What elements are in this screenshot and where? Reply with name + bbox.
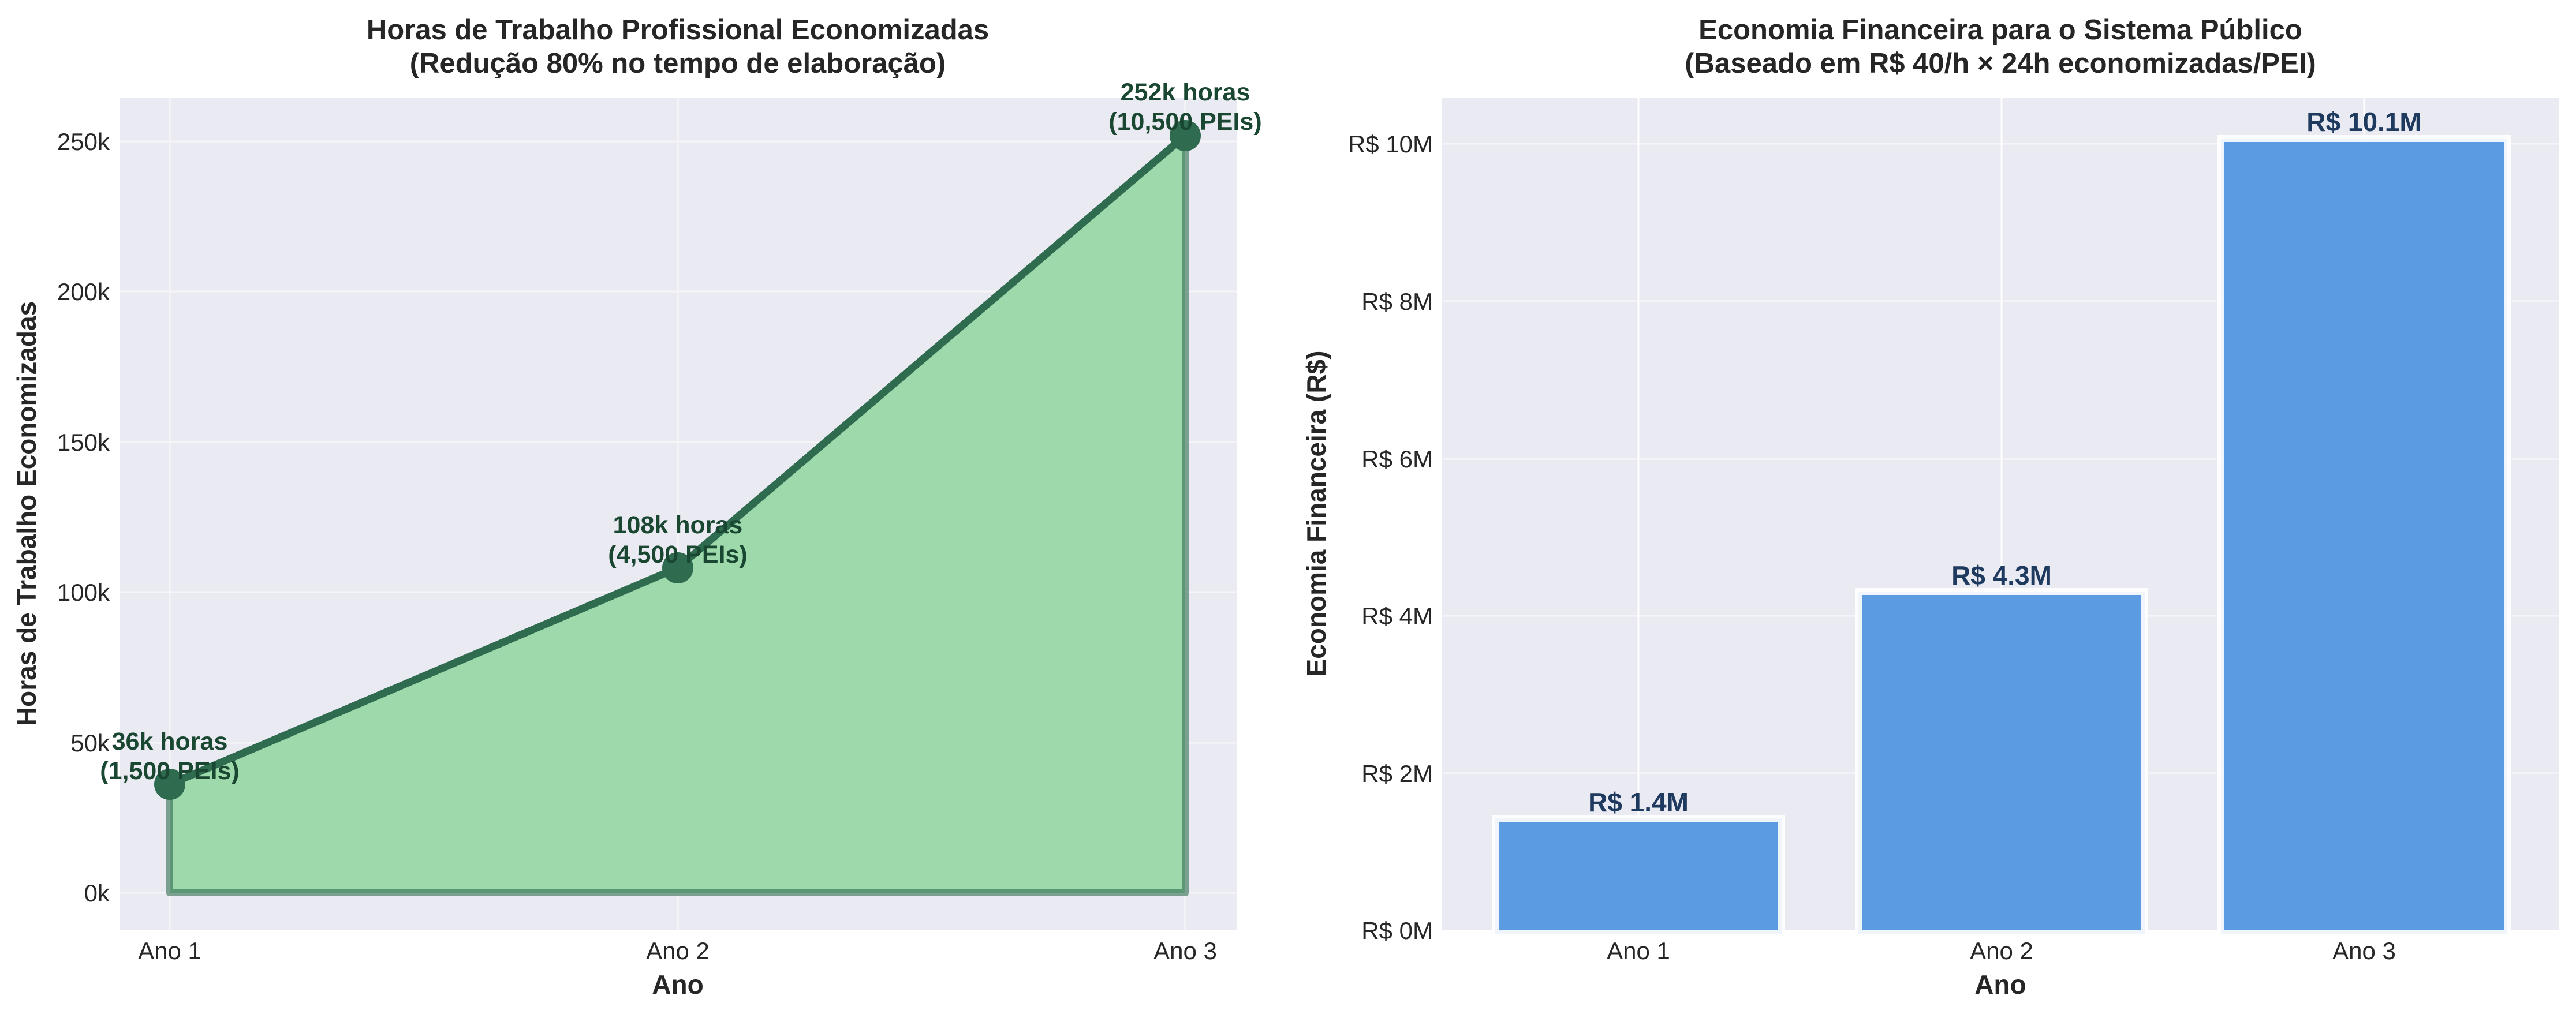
x-tick: Ano 3 [1153,937,1217,964]
y-tick: 50k [70,729,110,757]
right-x-axis-label: Ano [1974,970,2026,1000]
right-x-ticks: Ano 1 Ano 2 Ano 3 [1607,937,2396,964]
left-chart-title: Horas de Trabalho Profissional Economiza… [367,14,989,46]
y-tick: R$ 0M [1361,917,1433,944]
annotation-line2: (1,500 PEIs) [100,757,239,785]
y-tick: 200k [57,278,110,305]
y-tick: 100k [57,579,110,606]
y-tick: 250k [57,128,110,155]
left-y-axis-label: Horas de Trabalho Economizadas [12,301,42,726]
right-chart-subtitle: (Baseado em R$ 40/h × 24h economizadas/P… [1685,48,2316,79]
bar-value-label: R$ 1.4M [1588,787,1689,817]
x-tick: Ano 2 [1970,937,2033,964]
left-annotations: 36k horas (1,500 PEIs) 108k horas (4,500… [100,78,1261,785]
y-tick: R$ 6M [1361,446,1433,473]
left-x-ticks: Ano 1 Ano 2 Ano 3 [138,937,1217,964]
x-tick: Ano 2 [646,937,710,964]
y-tick: 150k [57,429,110,456]
x-tick: Ano 1 [1607,937,1670,964]
bar-value-labels: R$ 1.4M R$ 4.3M R$ 10.1M [1588,107,2422,817]
bars [1492,135,2511,937]
x-tick: Ano 3 [2332,937,2396,964]
right-chart: Economia Financeira para o Sistema Públi… [1301,14,2559,1000]
bar-ano-3 [2217,135,2511,937]
bar-ano-1 [1492,815,1785,937]
left-x-axis-label: Ano [652,970,703,1000]
annotation-line1: 252k horas [1121,78,1250,106]
annotation-line1: 36k horas [112,728,228,755]
data-point-ano-3 [1170,120,1201,151]
data-point-ano-1 [154,769,185,800]
y-tick: R$ 4M [1361,602,1433,630]
y-tick: R$ 2M [1361,760,1433,787]
annotation-line1: 108k horas [613,511,743,539]
y-tick: 0k [84,879,110,907]
right-y-axis-label: Economia Financeira (R$) [1301,351,1331,677]
right-y-ticks: R$ 0M R$ 2M R$ 4M R$ 6M R$ 8M R$ 10M [1348,130,1433,944]
left-chart: Horas de Trabalho Profissional Economiza… [12,14,1262,1000]
annotation-line2: (10,500 PEIs) [1108,108,1261,136]
data-point-ano-2 [662,552,693,583]
left-y-ticks: 0k 50k 100k 150k 200k 250k [57,128,110,907]
y-tick: R$ 8M [1361,288,1433,315]
bar-value-label: R$ 10.1M [2306,107,2421,137]
bar-value-label: R$ 4.3M [1951,560,2052,590]
y-tick: R$ 10M [1348,130,1433,158]
bar-ano-2 [1855,588,2148,937]
annotation-line2: (4,500 PEIs) [608,541,747,568]
left-chart-subtitle: (Redução 80% no tempo de elaboração) [410,48,946,79]
x-tick: Ano 1 [138,937,201,964]
right-chart-title: Economia Financeira para o Sistema Públi… [1698,14,2302,46]
